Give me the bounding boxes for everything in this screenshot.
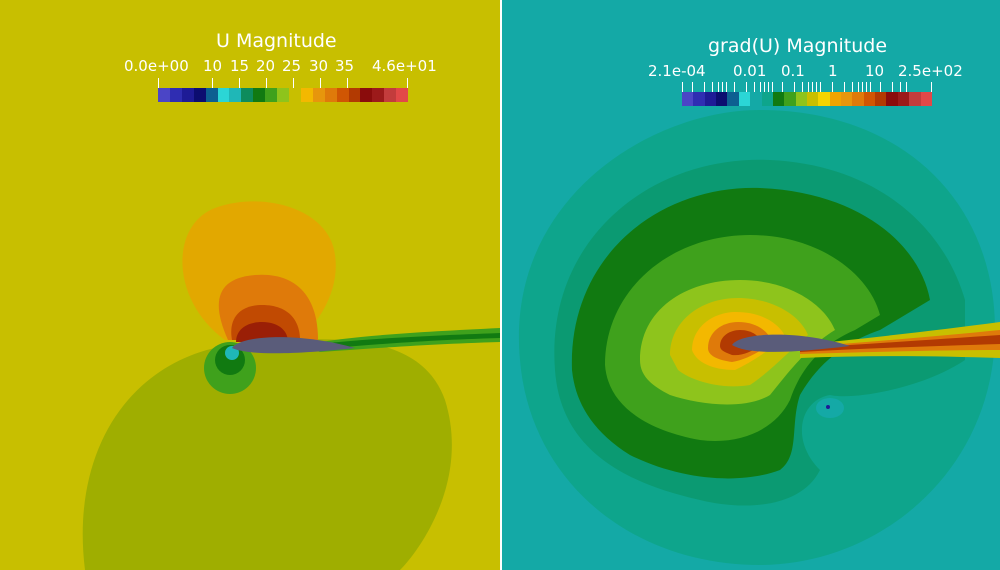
left-render-pane[interactable]: U Magnitude 0.0e+00 10 15 20 25 30 35 4.… — [0, 0, 500, 570]
legend-title: grad(U) Magnitude — [708, 35, 888, 57]
colorbar-swatch — [253, 88, 266, 102]
colorbar-swatch — [704, 92, 717, 106]
colorbar-swatch — [300, 88, 313, 102]
u-magnitude-colorbar — [158, 88, 409, 102]
tick-label: 25 — [282, 57, 302, 75]
right-render-pane[interactable]: grad(U) Magnitude 2.1e-04 0.01 0.1 1 10 … — [502, 0, 1000, 570]
tick-label: 0.1 — [781, 62, 805, 80]
colorbar-swatch — [886, 92, 898, 106]
grad-u-magnitude-colorbar — [682, 92, 932, 106]
colorbar-swatch — [806, 92, 819, 106]
colorbar-swatch — [372, 88, 385, 102]
u-magnitude-legend: U Magnitude 0.0e+00 10 15 20 25 30 35 4.… — [0, 0, 500, 110]
grad-u-magnitude-legend: grad(U) Magnitude 2.1e-04 0.01 0.1 1 10 … — [502, 0, 1000, 110]
colorbar-swatch — [682, 92, 694, 106]
tick-label: 0.0e+00 — [124, 57, 189, 75]
colorbar-swatch — [265, 88, 278, 102]
colorbar-swatch — [384, 88, 397, 102]
colorbar-swatch — [716, 92, 728, 106]
colorbar-swatch — [336, 88, 349, 102]
colorbar-swatch — [169, 88, 182, 102]
tick-label: 10 — [203, 57, 223, 75]
colorbar-swatch — [829, 92, 842, 106]
colorbar-swatch — [875, 92, 887, 106]
tick-label: 2.1e-04 — [648, 62, 706, 80]
colorbar-swatch — [897, 92, 910, 106]
colorbar-swatch — [693, 92, 705, 106]
colorbar-tickmarks — [682, 82, 932, 92]
colorbar-swatch — [750, 92, 762, 106]
colorbar-swatch — [795, 92, 807, 106]
tick-label: 20 — [256, 57, 276, 75]
colorbar-swatch — [360, 88, 373, 102]
tick-label: 4.6e+01 — [372, 57, 437, 75]
colorbar-swatch — [277, 88, 289, 102]
colorbar-swatch — [818, 92, 830, 106]
colorbar-tickmarks — [158, 78, 408, 88]
colorbar-swatch — [288, 88, 301, 102]
tick-label: 15 — [230, 57, 250, 75]
colorbar-swatch — [241, 88, 254, 102]
colorbar-swatch — [158, 88, 170, 102]
colorbar-swatch — [217, 88, 230, 102]
colorbar-swatch — [738, 92, 751, 106]
colorbar-swatch — [841, 92, 853, 106]
colorbar-swatch — [909, 92, 921, 106]
colorbar-swatch — [920, 92, 932, 106]
colorbar-swatch — [348, 88, 361, 102]
colorbar-swatch — [761, 92, 773, 106]
colorbar-swatch — [863, 92, 876, 106]
tick-label: 30 — [309, 57, 329, 75]
colorbar-swatch — [784, 92, 796, 106]
tick-label: 1 — [828, 62, 838, 80]
colorbar-swatch — [324, 88, 337, 102]
colorbar-swatch — [396, 88, 409, 102]
colorbar-swatch — [205, 88, 218, 102]
tick-label: 0.01 — [733, 62, 767, 80]
colorbar-swatch — [727, 92, 739, 106]
colorbar-swatch — [852, 92, 864, 106]
colorbar-swatch — [229, 88, 242, 102]
colorbar-swatch — [193, 88, 206, 102]
tick-label: 35 — [335, 57, 355, 75]
colorbar-swatch — [772, 92, 785, 106]
tick-label: 10 — [865, 62, 885, 80]
legend-title: U Magnitude — [216, 30, 337, 52]
colorbar-swatch — [181, 88, 194, 102]
tick-label: 2.5e+02 — [898, 62, 963, 80]
view-divider[interactable] — [500, 0, 502, 570]
colorbar-swatch — [312, 88, 325, 102]
